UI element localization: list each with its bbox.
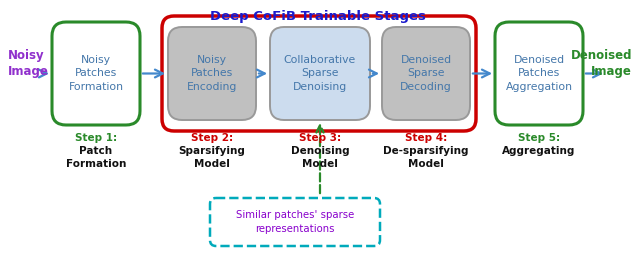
Text: Denoising
Model: Denoising Model: [291, 146, 349, 169]
Text: Noisy
Patches
Formation: Noisy Patches Formation: [68, 55, 124, 92]
Text: Similar patches' sparse
representations: Similar patches' sparse representations: [236, 211, 354, 233]
FancyBboxPatch shape: [270, 27, 370, 120]
Text: De-sparsifying
Model: De-sparsifying Model: [383, 146, 468, 169]
Text: Step 3:: Step 3:: [299, 133, 341, 143]
Text: Noisy
Patches
Encoding: Noisy Patches Encoding: [187, 55, 237, 92]
FancyBboxPatch shape: [382, 27, 470, 120]
Text: Noisy
Image: Noisy Image: [8, 49, 49, 78]
Text: Step 2:: Step 2:: [191, 133, 233, 143]
FancyBboxPatch shape: [52, 22, 140, 125]
Text: Deep CoFiB Trainable Stages: Deep CoFiB Trainable Stages: [210, 10, 426, 23]
FancyBboxPatch shape: [168, 27, 256, 120]
Text: Step 1:: Step 1:: [75, 133, 117, 143]
Text: Step 4:: Step 4:: [405, 133, 447, 143]
FancyBboxPatch shape: [210, 198, 380, 246]
Text: Step 5:: Step 5:: [518, 133, 560, 143]
FancyBboxPatch shape: [495, 22, 583, 125]
Text: Denoised
Patches
Aggregation: Denoised Patches Aggregation: [506, 55, 573, 92]
Text: Denoised
Image: Denoised Image: [570, 49, 632, 78]
Text: Patch
Formation: Patch Formation: [66, 146, 126, 169]
Text: Aggregating: Aggregating: [502, 146, 576, 156]
Text: Collaborative
Sparse
Denoising: Collaborative Sparse Denoising: [284, 55, 356, 92]
Text: Denoised
Sparse
Decoding: Denoised Sparse Decoding: [400, 55, 452, 92]
Text: Sparsifying
Model: Sparsifying Model: [179, 146, 245, 169]
